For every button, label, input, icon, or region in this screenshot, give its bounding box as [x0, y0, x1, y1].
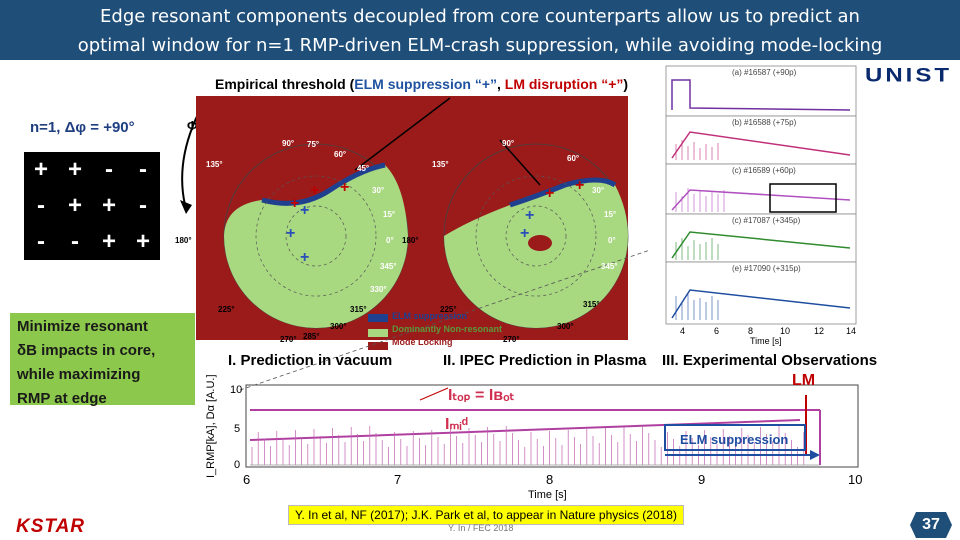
section-vacuum: I. Prediction in vacuum: [228, 352, 393, 369]
legend-elm-label: ELM suppression: [392, 311, 468, 321]
legend-locking-label: Mode Locking: [392, 337, 453, 347]
empirical-comma: ,: [497, 76, 505, 92]
key-point-box: Minimize resonant δB impacts in core, wh…: [10, 313, 195, 407]
ytick-10: 10: [230, 384, 243, 396]
annotation-lm: LM: [792, 372, 816, 389]
legend-nonresonant-label: Dominantly Non-resonant: [392, 324, 503, 334]
annotation-imid: Iₘᵢᵈ: [445, 416, 468, 433]
slide-title: Edge resonant components decoupled from …: [0, 2, 960, 60]
key-point-line: while maximizing: [17, 366, 141, 383]
phasing-grid: + + - - - + + - - - + +: [24, 152, 160, 260]
xtick-8: 8: [546, 472, 554, 487]
annotation-elm-suppression: ELM suppression: [680, 432, 789, 447]
key-point-line: Minimize resonant: [17, 318, 148, 335]
grid-cell: +: [67, 192, 82, 219]
grid-cell: +: [135, 228, 150, 255]
page-number-badge: 37: [910, 510, 952, 540]
title-line-1: Edge resonant components decoupled from …: [100, 6, 860, 27]
grid-cell: +: [101, 228, 116, 255]
key-point-line: RMP at edge: [17, 390, 107, 407]
panel-b-label: (b) #16588 (+75p): [732, 118, 797, 127]
grid-cell: -: [37, 228, 45, 255]
grid-cell: +: [33, 156, 48, 183]
grid-cell: -: [105, 156, 113, 183]
bottom-ylabel: I_RMP[kA], Dα [A.U.]: [205, 374, 217, 478]
title-bar: [0, 0, 960, 60]
elm-suppression-legend: ELM suppression “+”: [354, 76, 497, 92]
grid-cell: +: [67, 156, 82, 183]
xtick-10: 10: [848, 472, 863, 487]
page-number: 37: [922, 516, 940, 533]
region-legend: ELM suppression Dominantly Non-resonant …: [392, 310, 502, 349]
xtick-6: 6: [243, 472, 251, 487]
section-ipec: II. IPEC Prediction in Plasma: [443, 352, 647, 369]
mode-label: n=1, Δφ = +90°: [30, 119, 135, 136]
panel-a-label: (a) #16587 (+90p): [732, 68, 797, 77]
panel-c-label: (c) #16589 (+60p): [732, 166, 796, 175]
empirical-suffix: ): [623, 76, 629, 92]
panel-d-label: (c) #17087 (+345p): [732, 216, 801, 225]
grid-cell: +: [101, 192, 116, 219]
annotation-itop: Iₜₒₚ = Iʙₒₜ: [448, 387, 515, 404]
grid-cell: -: [37, 192, 45, 219]
unist-logo: UNIST: [865, 64, 952, 87]
panel-e-label: (e) #17090 (+315p): [732, 264, 801, 273]
kstar-logo: KSTAR: [16, 516, 86, 537]
lm-disruption-legend: LM disruption “+”: [504, 76, 624, 92]
footer-text: Y. In / FEC 2018: [448, 523, 514, 533]
xtick-7: 7: [394, 472, 402, 487]
grid-cell: -: [139, 156, 147, 183]
key-point-line: δB impacts in core,: [17, 342, 156, 359]
grid-cell: -: [139, 192, 147, 219]
empirical-threshold-heading: Empirical threshold (ELM suppression “+”…: [215, 76, 628, 92]
xtick-9: 9: [698, 472, 706, 487]
grid-cell: -: [71, 228, 79, 255]
bottom-xlabel: Time [s]: [528, 489, 567, 501]
title-line-2: optimal window for n=1 RMP-driven ELM-cr…: [77, 35, 883, 56]
ytick-0: 0: [234, 459, 241, 471]
empirical-prefix: Empirical threshold (: [215, 76, 355, 92]
ytick-5: 5: [234, 423, 241, 435]
section-experiment: III. Experimental Observations: [662, 352, 878, 369]
reference-note: Y. In et al, NF (2017); J.K. Park et al,…: [288, 505, 684, 525]
